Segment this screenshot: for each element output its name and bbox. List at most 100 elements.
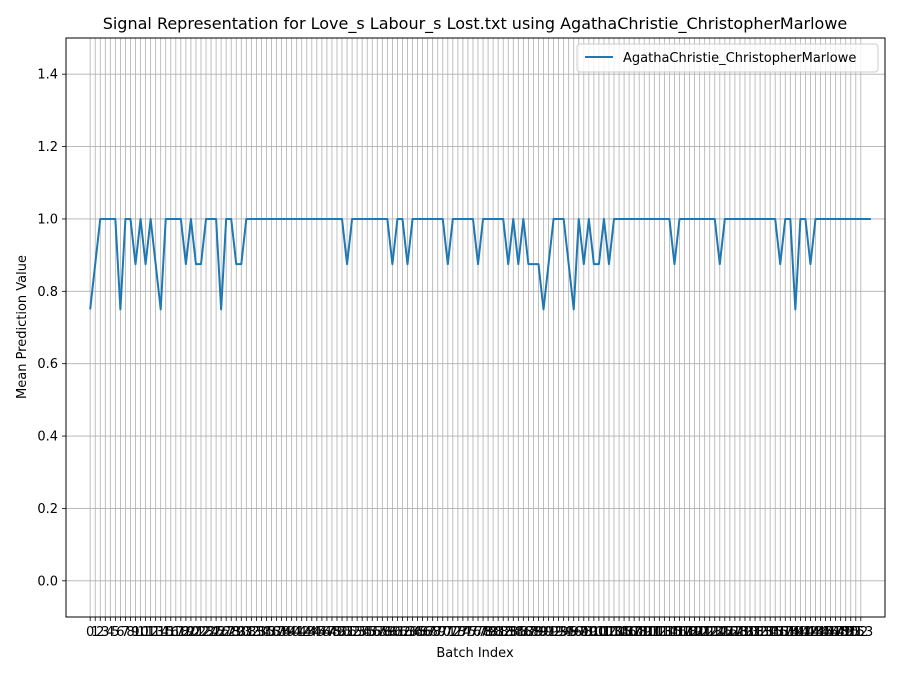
x-tick-label: 103: [597, 625, 622, 640]
x-tick-label: 31: [238, 625, 255, 640]
x-tick-label: 115: [657, 625, 682, 640]
x-tick-label: 70: [434, 625, 451, 640]
x-axis-label: Batch Index: [436, 646, 514, 661]
legend-box: [576, 43, 879, 73]
x-tick-label: 64: [404, 625, 421, 640]
x-tick-label: 21: [188, 625, 205, 640]
x-tick-label: 107: [617, 625, 642, 640]
x-tick-label: 131: [738, 625, 763, 640]
x-tick-label: 86: [515, 625, 532, 640]
x-tick-label: 14: [152, 625, 169, 640]
x-gridlines: [89, 38, 862, 617]
x-tick-label: 141: [788, 625, 813, 640]
x-tick-label: 32: [243, 625, 260, 640]
x-tick-label: 0: [86, 625, 94, 640]
x-tick-label: 10: [132, 625, 149, 640]
x-tick-label: 7: [121, 625, 129, 640]
x-tick-label: 101: [586, 625, 611, 640]
x-tick-label: 71: [440, 625, 457, 640]
x-tick-label: 77: [470, 625, 487, 640]
x-tick-label: 88: [525, 625, 542, 640]
x-tick-label: 136: [763, 625, 788, 640]
x-tick-label: 16: [162, 625, 179, 640]
x-tick-label: 134: [753, 625, 778, 640]
x-tick-label: 99: [581, 625, 598, 640]
x-tick-label: 95: [560, 625, 577, 640]
x-tick-label: 142: [793, 625, 818, 640]
x-tick-label: 97: [570, 625, 587, 640]
x-tick-label: 118: [672, 625, 697, 640]
y-axis-ticks: 0.0 0.2 0.4 0.6 0.8 1.0 1.2 1.4: [37, 68, 66, 589]
y-tick-label: 0.4: [37, 430, 58, 445]
x-tick-label: 24: [203, 625, 220, 640]
x-tick-label: 114: [652, 625, 677, 640]
series-line: [89, 217, 871, 311]
x-tick-label: 149: [828, 625, 853, 640]
x-tick-label: 33: [248, 625, 265, 640]
x-tick-label: 74: [455, 625, 472, 640]
x-tick-label: 19: [178, 625, 195, 640]
y-tick-label: 1.2: [37, 140, 58, 155]
x-tick-label: 139: [778, 625, 803, 640]
x-tick-label: 145: [808, 625, 833, 640]
x-tick-label: 124: [702, 625, 727, 640]
x-tick-label: 43: [298, 625, 315, 640]
x-tick-label: 128: [722, 625, 747, 640]
x-tick-label: 23: [198, 625, 215, 640]
x-tick-label: 35: [258, 625, 275, 640]
x-tick-label: 153: [848, 625, 873, 640]
x-tick-label: 117: [667, 625, 692, 640]
x-tick-label: 146: [813, 625, 838, 640]
x-tick-label: 65: [409, 625, 426, 640]
x-tick-label: 73: [450, 625, 467, 640]
x-tick-label: 46: [314, 625, 331, 640]
x-tick-label: 51: [339, 625, 356, 640]
x-tick-label: 42: [293, 625, 310, 640]
legend-entry: AgathaChristie_ChristopherMarlowe: [623, 51, 856, 66]
x-tick-label: 125: [707, 625, 732, 640]
x-tick-label: 98: [576, 625, 593, 640]
x-tick-label: 66: [414, 625, 431, 640]
x-tick-label: 44: [304, 625, 321, 640]
x-tick-label: 40: [283, 625, 300, 640]
x-tick-label: 91: [540, 625, 557, 640]
x-tick-label: 53: [349, 625, 366, 640]
x-tick-label: 129: [728, 625, 753, 640]
x-tick-label: 151: [838, 625, 863, 640]
x-tick-label: 79: [480, 625, 497, 640]
x-tick-label: 39: [278, 625, 295, 640]
x-tick-label: 133: [748, 625, 773, 640]
x-tick-label: 56: [364, 625, 381, 640]
y-tick-label: 1.0: [37, 212, 58, 227]
x-tick-label: 28: [223, 625, 240, 640]
x-tick-label: 30: [233, 625, 250, 640]
x-tick-label: 122: [692, 625, 717, 640]
x-tick-label: 94: [555, 625, 572, 640]
x-tick-label: 49: [329, 625, 346, 640]
legend: AgathaChristie_ChristopherMarlowe: [576, 43, 879, 73]
x-tick-label: 106: [612, 625, 637, 640]
x-tick-label: 102: [592, 625, 617, 640]
x-tick-label: 109: [627, 625, 652, 640]
x-tick-label: 72: [445, 625, 462, 640]
x-tick-label: 126: [712, 625, 737, 640]
x-tick-label: 25: [208, 625, 225, 640]
x-tick-label: 1: [91, 625, 99, 640]
x-tick-label: 63: [399, 625, 416, 640]
x-tick-label: 75: [460, 625, 477, 640]
x-tick-label: 54: [354, 625, 371, 640]
x-tick-label: 9: [131, 625, 139, 640]
x-tick-label: 137: [768, 625, 793, 640]
x-tick-label: 61: [389, 625, 406, 640]
x-tick-label: 60: [384, 625, 401, 640]
x-tick-label: 104: [602, 625, 627, 640]
x-tick-label: 87: [520, 625, 537, 640]
x-tick-label: 22: [193, 625, 210, 640]
x-tick-label: 143: [798, 625, 823, 640]
x-tick-label: 34: [253, 625, 270, 640]
x-tick-label: 20: [183, 625, 200, 640]
x-tick-label: 119: [677, 625, 702, 640]
x-tick-label: 76: [465, 625, 482, 640]
x-tick-label: 111: [637, 625, 662, 640]
y-gridlines: [66, 73, 885, 582]
